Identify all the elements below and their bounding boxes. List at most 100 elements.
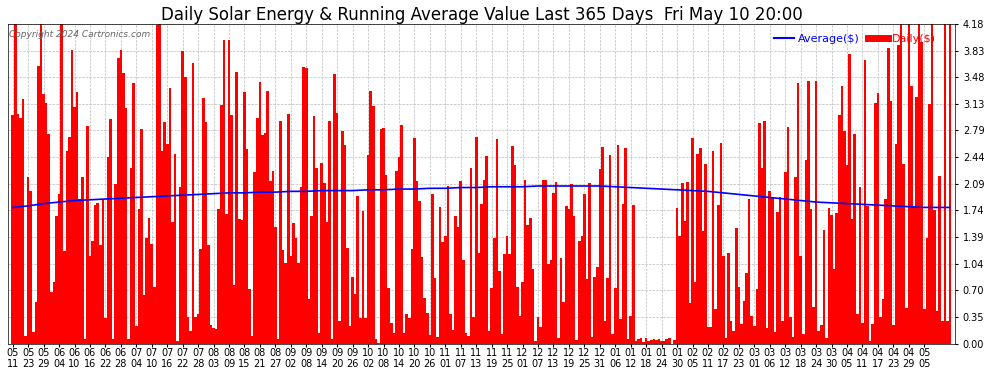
Bar [683, 220, 686, 344]
Bar [601, 147, 604, 344]
Bar [467, 336, 470, 344]
Bar [588, 183, 591, 344]
Bar [905, 308, 908, 344]
Bar [459, 181, 462, 344]
Bar [356, 196, 359, 344]
Bar [660, 341, 663, 344]
Bar [807, 81, 810, 344]
Bar [562, 302, 565, 344]
Bar [908, 24, 910, 344]
Bar [544, 180, 547, 344]
Bar [747, 199, 750, 344]
Bar [462, 260, 464, 344]
Bar [797, 83, 799, 344]
Bar [297, 264, 300, 344]
Bar [836, 213, 838, 344]
Bar [635, 341, 638, 344]
Bar [223, 40, 225, 344]
Bar [913, 207, 916, 344]
Bar [773, 333, 776, 344]
Bar [567, 209, 570, 344]
Bar [549, 260, 552, 344]
Bar [853, 134, 856, 344]
Bar [45, 103, 48, 344]
Bar [250, 336, 253, 344]
Bar [48, 134, 50, 344]
Bar [17, 114, 19, 344]
Bar [379, 129, 382, 344]
Bar [65, 151, 68, 344]
Bar [741, 324, 742, 344]
Bar [678, 236, 681, 344]
Bar [522, 282, 524, 344]
Bar [480, 204, 483, 344]
Bar [94, 205, 96, 344]
Bar [19, 118, 22, 344]
Bar [578, 241, 580, 344]
Bar [709, 327, 712, 344]
Bar [745, 273, 747, 344]
Bar [699, 148, 702, 344]
Bar [676, 208, 678, 344]
Bar [158, 24, 160, 344]
Bar [166, 144, 168, 344]
Bar [485, 156, 488, 344]
Bar [107, 157, 109, 344]
Bar [609, 155, 612, 344]
Bar [366, 155, 369, 344]
Bar [413, 138, 416, 344]
Bar [573, 216, 575, 344]
Bar [344, 145, 346, 344]
Bar [189, 331, 192, 344]
Bar [681, 183, 683, 344]
Bar [786, 127, 789, 344]
Bar [638, 339, 640, 344]
Bar [861, 324, 863, 344]
Bar [593, 277, 596, 344]
Bar [27, 177, 30, 344]
Bar [776, 212, 779, 344]
Bar [403, 333, 406, 344]
Bar [341, 131, 344, 344]
Bar [104, 318, 107, 344]
Bar [779, 196, 781, 344]
Bar [313, 116, 315, 344]
Bar [89, 256, 91, 344]
Bar [599, 169, 601, 344]
Bar [43, 94, 45, 344]
Bar [228, 39, 231, 344]
Bar [143, 296, 146, 344]
Bar [725, 338, 728, 344]
Bar [258, 82, 261, 344]
Bar [220, 105, 223, 344]
Bar [511, 146, 514, 344]
Bar [135, 326, 138, 344]
Bar [30, 191, 32, 344]
Bar [845, 165, 848, 344]
Bar [923, 309, 926, 344]
Bar [926, 238, 929, 344]
Bar [411, 249, 413, 344]
Bar [619, 319, 622, 344]
Bar [805, 160, 807, 344]
Bar [382, 129, 385, 344]
Bar [702, 231, 704, 344]
Bar [400, 125, 403, 344]
Bar [148, 218, 150, 344]
Bar [663, 340, 665, 344]
Bar [271, 171, 274, 344]
Bar [712, 151, 715, 344]
Bar [91, 241, 94, 344]
Bar [753, 326, 755, 344]
Bar [640, 338, 643, 344]
Bar [248, 289, 250, 344]
Bar [470, 168, 472, 344]
Bar [825, 339, 828, 344]
Bar [361, 211, 364, 344]
Bar [372, 106, 374, 344]
Bar [102, 200, 104, 344]
Bar [176, 340, 179, 344]
Bar [686, 183, 689, 344]
Bar [351, 276, 353, 344]
Bar [501, 334, 503, 344]
